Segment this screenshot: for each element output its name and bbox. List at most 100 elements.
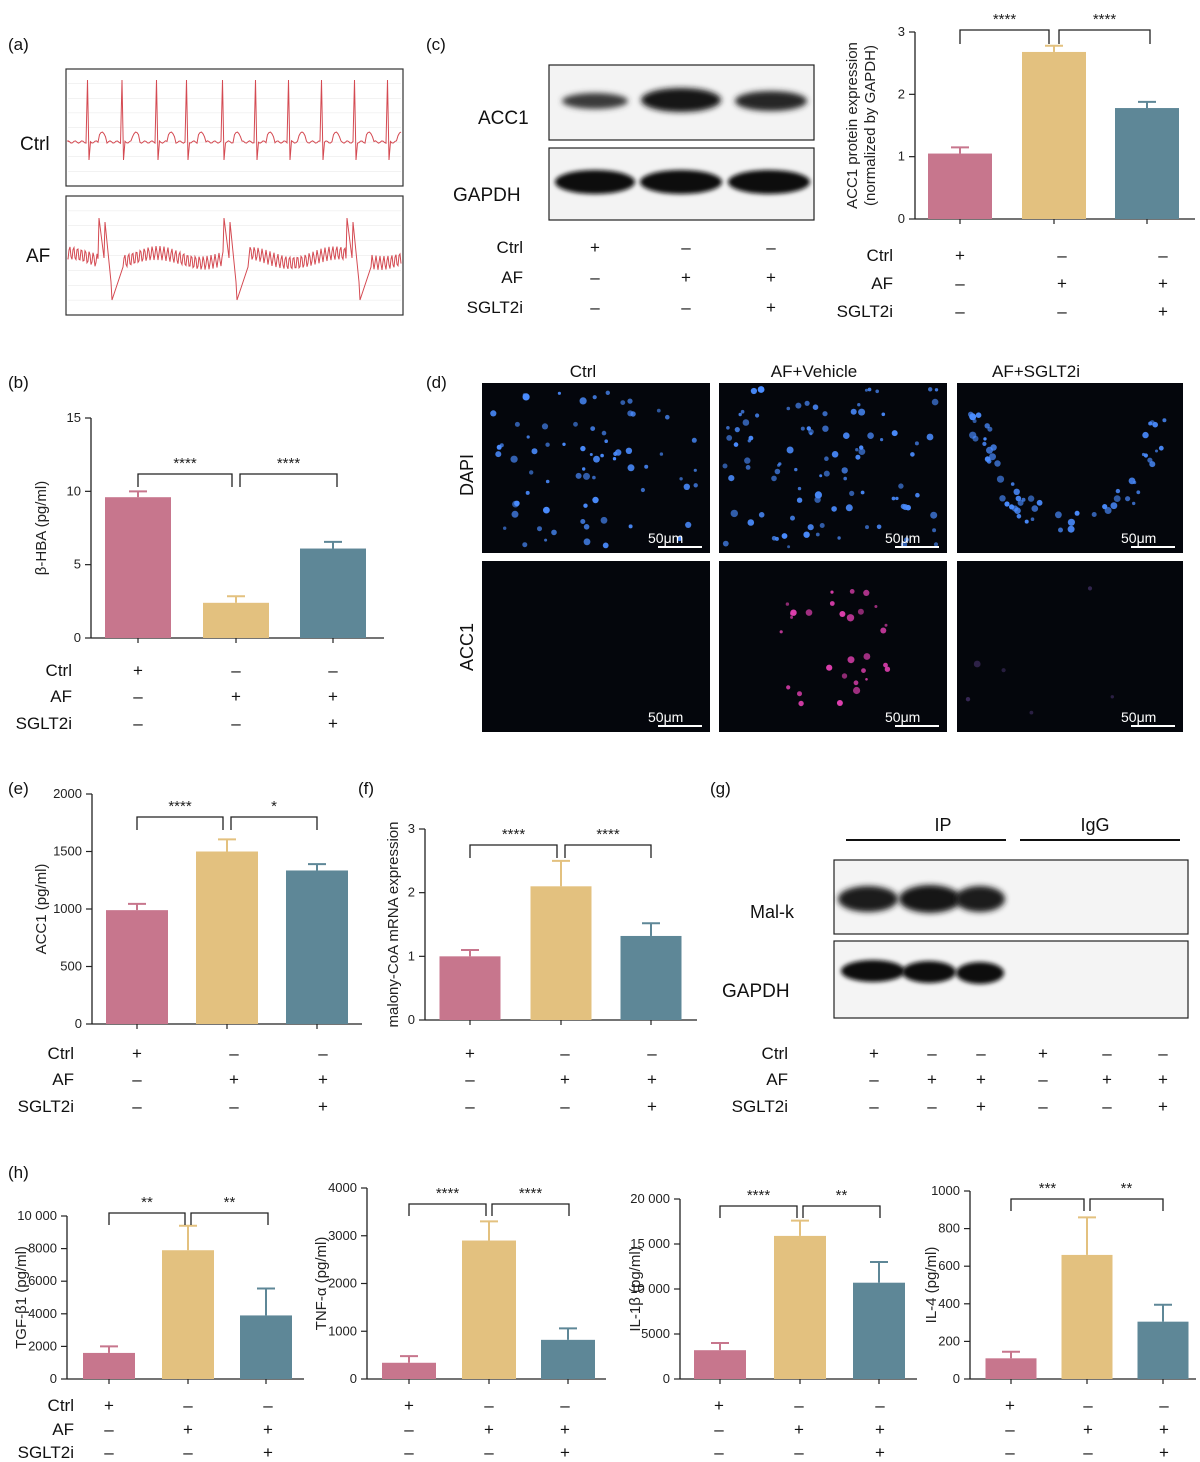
fluor-cell (797, 691, 802, 697)
treatment-sign: + (976, 1097, 986, 1116)
treatment-sign: + (318, 1070, 328, 1089)
fluor-cell (575, 472, 582, 479)
treatment-sign: + (1158, 1070, 1168, 1089)
fluor-cell (600, 453, 604, 458)
fluor-cell (510, 455, 518, 463)
fluor-cell (779, 630, 783, 634)
fluor-cell (758, 512, 765, 518)
treatment-sign: – (229, 1097, 239, 1116)
treatment-table-c-chart: Ctrl + – – AF – + + SGLT2i – – + (837, 246, 1169, 321)
y-tick-label: 15 000 (630, 1236, 670, 1251)
treatment-sign: + (875, 1420, 885, 1439)
y-tick-label: 2 (408, 885, 415, 900)
fluor-cell (726, 435, 733, 441)
treatment-sign: + (714, 1396, 724, 1415)
bar-ctrl (928, 153, 992, 219)
y-tick-label: 0 (898, 211, 905, 226)
treatment-sign: – (560, 1044, 570, 1063)
y-tick-label: 1000 (931, 1183, 960, 1198)
treatment-sign: – (869, 1070, 879, 1089)
fluor-dapi-af-vehicle: 50μm (719, 383, 947, 553)
fluor-row-dapi: DAPI (457, 454, 477, 496)
fluor-cell (814, 496, 821, 503)
y-tick-label: 10 000 (17, 1208, 57, 1223)
fluor-cell (644, 464, 649, 469)
bar-af (1061, 1254, 1113, 1379)
treatment-sign: + (927, 1070, 937, 1089)
fluor-cell (503, 526, 507, 530)
fluor-cell (875, 389, 879, 394)
fluor-cell (745, 465, 751, 470)
treatment-sign: – (1057, 302, 1067, 321)
fluor-cell (915, 492, 920, 498)
bar-ctrl (985, 1358, 1037, 1379)
treatment-sign: – (955, 302, 965, 321)
treatment-sign: + (318, 1097, 328, 1116)
fluor-cell (796, 497, 803, 503)
fluor-cell (1158, 445, 1164, 451)
fluor-cell (740, 409, 745, 414)
treatment-sign: + (794, 1420, 804, 1439)
fluor-cell (620, 400, 626, 405)
fluor-cell (771, 536, 777, 541)
fluor-cell (926, 433, 934, 441)
fluor-cell (891, 496, 896, 501)
fluor-cell (1004, 501, 1010, 507)
fluor-cell (990, 444, 997, 451)
y-axis-label: malony-CoA mRNA expression (385, 822, 402, 1028)
significance-bracket (136, 816, 224, 830)
y-tick-label: 1 (898, 149, 905, 164)
significance-stars: **** (173, 455, 197, 472)
treatment-sign: + (647, 1097, 657, 1116)
y-axis-label: TGF-β1 (pg/ml) (13, 1246, 30, 1349)
treatment-sign: – (104, 1420, 114, 1439)
fluor-tile-bg (482, 561, 710, 732)
fluor-tile-bg (957, 561, 1183, 732)
fluor-cell (969, 413, 977, 421)
fluor-cell (858, 448, 866, 455)
fluor-cell (786, 446, 794, 454)
fluor-cell (846, 614, 855, 622)
fluor-cell (805, 609, 813, 616)
treatment-label-sglt2i: SGLT2i (837, 302, 893, 321)
fluor-cell (1013, 488, 1020, 495)
band-acc1-af (641, 88, 721, 112)
bar-sglt2i (620, 935, 682, 1020)
fluor-cell (774, 468, 781, 475)
fluor-cell (562, 442, 566, 446)
significance-bracket (137, 473, 233, 487)
fluor-cell (514, 421, 520, 427)
panel-a: (a) Ctrl AF (8, 35, 404, 316)
fluor-cell (490, 410, 497, 417)
fluor-row-acc1: ACC1 (457, 623, 477, 671)
fluor-cell (747, 519, 755, 526)
bar-ctrl (382, 1362, 436, 1379)
fluor-cell (831, 506, 837, 512)
band-gapdh-c-af (640, 170, 722, 194)
y-tick-label: 800 (938, 1221, 960, 1236)
fluor-dapi-af-sglt2i: 50μm (957, 383, 1183, 553)
fluor-cell (860, 490, 865, 495)
treatment-table-g: Ctrl + – – + – – AF – + + – + + SGLT2i – – + – – + (732, 1044, 1169, 1116)
significance-bracket (564, 844, 652, 858)
treatment-sign: – (794, 1396, 804, 1415)
fluor-cell (910, 452, 915, 457)
treatment-sign: – (794, 1443, 804, 1462)
fluor-cell (1014, 507, 1021, 514)
fluor-cell (781, 533, 788, 539)
bar-af (1022, 51, 1086, 219)
fluor-cell (659, 452, 664, 456)
fluor-cell (895, 496, 899, 501)
scale-bar-label: 50μm (885, 530, 920, 546)
fluor-cell (1143, 453, 1148, 458)
fluor-cell (1024, 519, 1029, 524)
fluor-cell (1029, 710, 1034, 715)
treatment-sign: + (560, 1070, 570, 1089)
treatment-label-sglt2i: SGLT2i (18, 1097, 74, 1116)
treatment-sign: – (231, 714, 241, 733)
fluor-cell (733, 442, 739, 447)
significance-stars: **** (747, 1187, 771, 1204)
fluor-cell (592, 475, 596, 480)
fluor-cell (625, 447, 633, 454)
